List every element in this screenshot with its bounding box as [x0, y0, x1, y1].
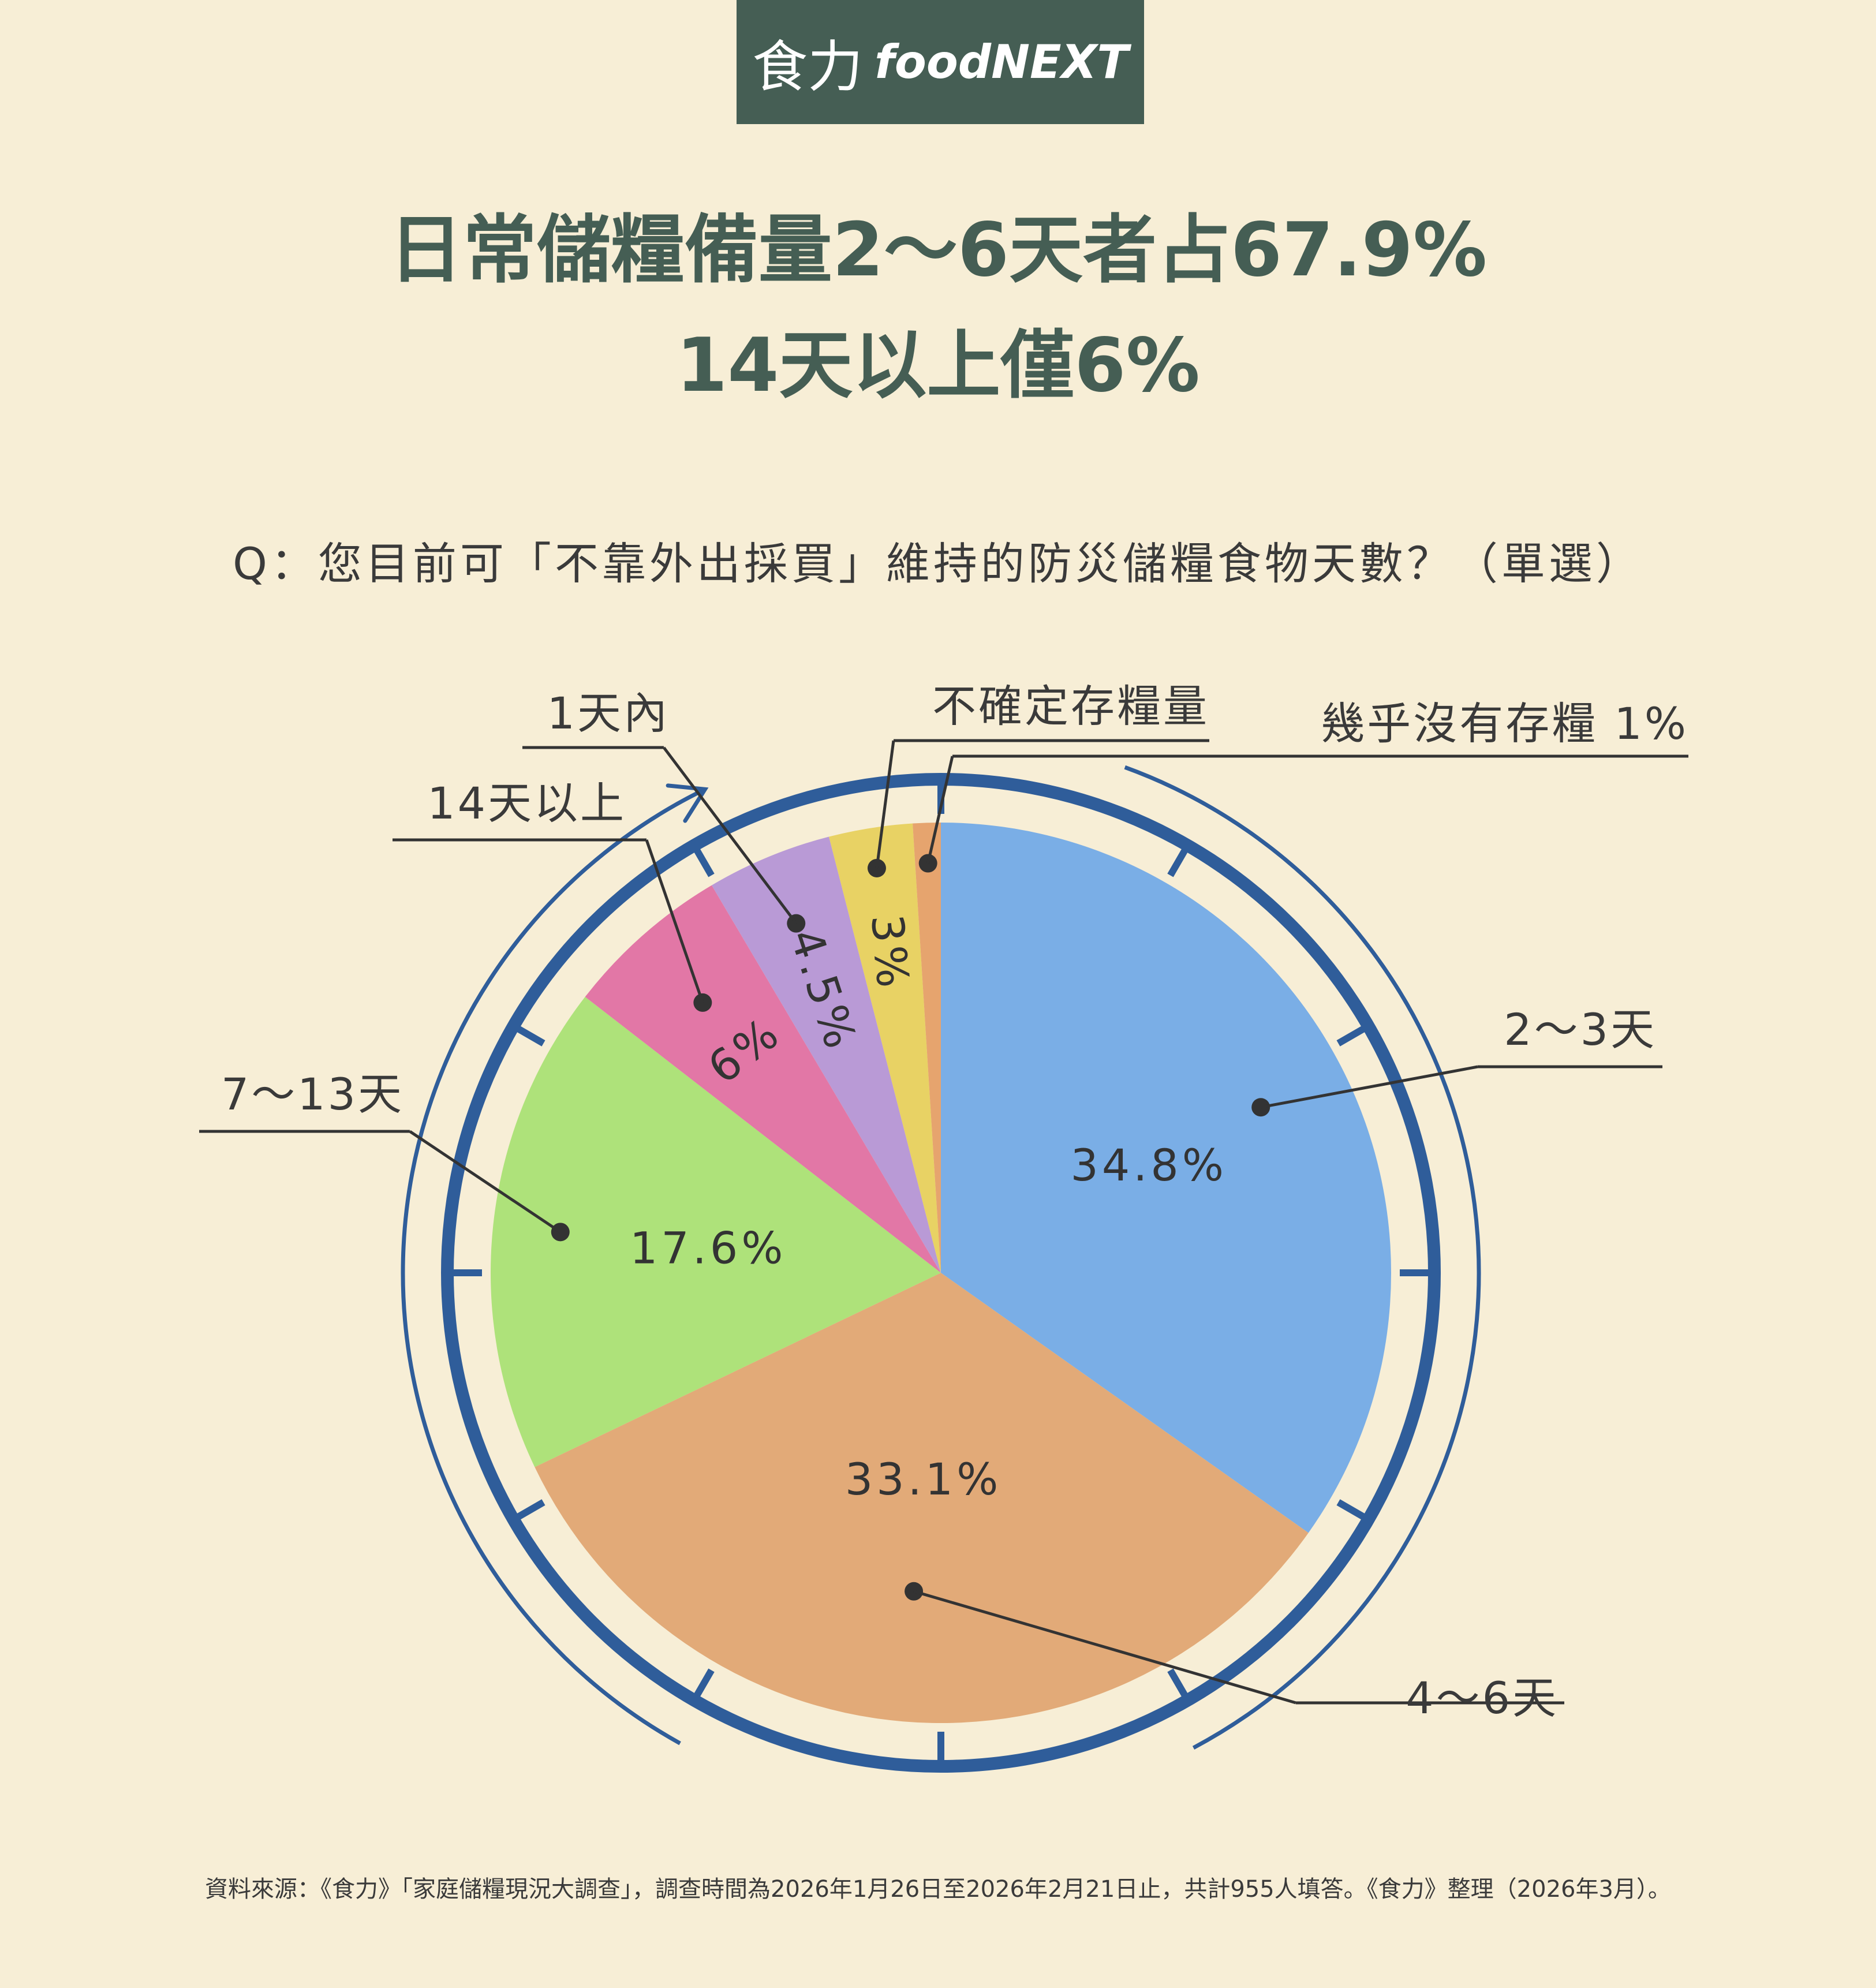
callout-label: 1天內 — [547, 687, 670, 739]
callout-leader — [926, 756, 954, 864]
brand-logo: 食力 foodNEXT — [737, 0, 1144, 124]
pie-percent-label: 33.1% — [845, 1453, 1001, 1505]
headline-line-1: 日常儲糧備量2～6天者占67.9% — [388, 207, 1488, 293]
pie-slice — [913, 823, 941, 1273]
callout-leader — [645, 839, 704, 1003]
ring-outer-arc-left — [401, 787, 706, 1746]
ring-arrowhead — [666, 783, 709, 823]
ring-tick — [1167, 849, 1188, 877]
callout-label: 幾乎沒有存糧 1% — [1321, 698, 1688, 749]
pie-callouts: 2～3天 4～6天 7～13天 14天以上 1天內 不確定存糧量 幾乎沒有存糧 1% — [199, 681, 1688, 1724]
ring-tick — [694, 1668, 715, 1697]
pie-percent-label: 3% — [861, 912, 919, 993]
callout-leader — [1260, 1065, 1478, 1109]
source-note: 資料來源：《食力》「家庭儲糧現況大調查」，調查時間為2026年1月26日至202… — [205, 1876, 1671, 1903]
pie-slice — [829, 823, 941, 1273]
ring-circle — [441, 773, 1441, 1773]
brand-logo-en: foodNEXT — [875, 35, 1128, 89]
callout-label: 2～3天 — [1504, 1004, 1657, 1055]
callout-leader — [875, 740, 895, 869]
ring-tick — [1336, 1026, 1365, 1047]
pie-slices — [491, 823, 1392, 1723]
ring-tick — [1167, 1668, 1188, 1697]
pie-percent-label: 17.6% — [630, 1222, 786, 1273]
headline-line-2: 14天以上僅6% — [676, 323, 1200, 409]
survey-question: Q：您目前可「不靠外出採買」維持的防災儲糧食物天數？（單選） — [233, 538, 1643, 589]
callout-label: 4～6天 — [1406, 1672, 1559, 1724]
brand-logo-zh: 食力 — [752, 35, 864, 99]
pie-slice — [585, 885, 941, 1273]
pie-slice — [535, 1273, 1309, 1723]
ring-tick — [517, 1499, 545, 1520]
pie-percent-label: 34.8% — [1071, 1139, 1227, 1191]
pie-slice — [711, 836, 941, 1273]
callout-label: 不確定存糧量 — [932, 681, 1209, 732]
ring-tick — [694, 849, 715, 877]
ring-outer-arc-right — [1124, 765, 1481, 1750]
pie-slice — [491, 996, 941, 1467]
ring-tick — [517, 1026, 545, 1047]
clock-ring — [401, 765, 1481, 1773]
callout-label: 14天以上 — [427, 778, 626, 829]
callout-leader — [913, 1590, 1296, 1705]
callout-label: 7～13天 — [221, 1068, 404, 1120]
ring-tick — [1336, 1499, 1365, 1520]
callout-leader — [409, 1130, 562, 1234]
pie-slice — [941, 823, 1392, 1533]
callout-leader — [663, 746, 798, 925]
